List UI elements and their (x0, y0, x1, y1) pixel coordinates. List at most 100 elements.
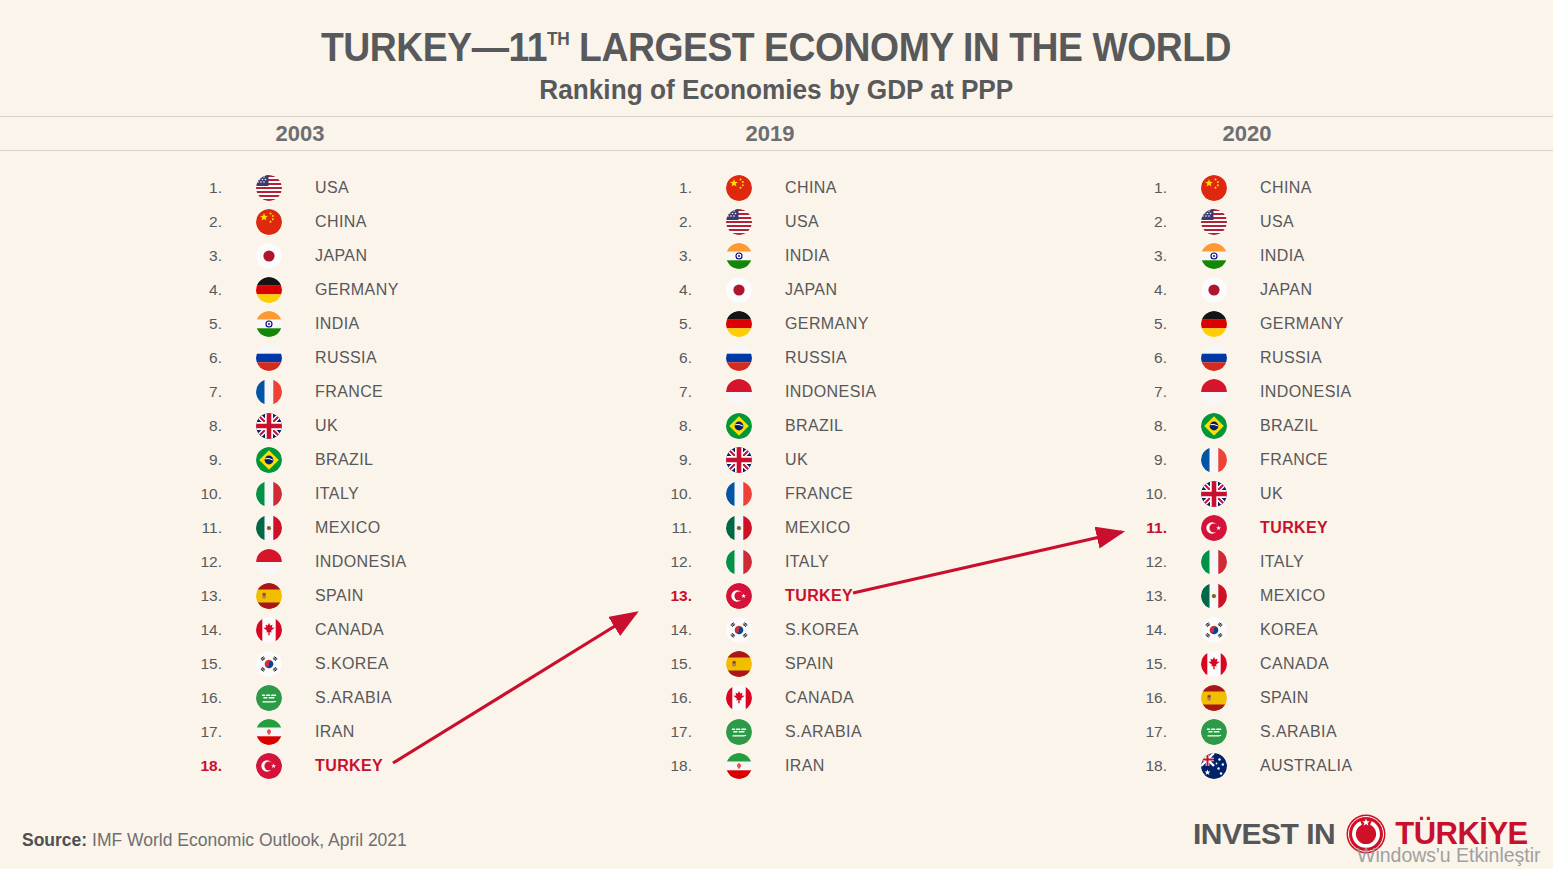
rank-number: 13. (1141, 587, 1167, 605)
ranking-row-japan: 4.JAPAN (1141, 273, 1441, 307)
ranking-row-brazil: 8.BRAZIL (1141, 409, 1441, 443)
rank-number: 7. (666, 383, 692, 401)
flag-germany-icon (256, 277, 282, 303)
ranking-row-uk: 10.UK (1141, 477, 1441, 511)
ranking-row-spain: 15.SPAIN (666, 647, 966, 681)
rank-number: 5. (196, 315, 222, 333)
flag-japan-icon (726, 277, 752, 303)
country-label: JAPAN (1260, 281, 1312, 299)
flag-germany-icon (1201, 311, 1227, 337)
flag-brazil-icon (726, 413, 752, 439)
country-label: TURKEY (1260, 519, 1328, 537)
rank-number: 6. (666, 349, 692, 367)
flag-saudi-icon (1201, 719, 1227, 745)
flag-indonesia-icon (726, 379, 752, 405)
ranking-row-uk: 8.UK (196, 409, 496, 443)
flag-japan-icon (256, 243, 282, 269)
rank-number: 2. (196, 213, 222, 231)
flag-brazil-icon (256, 447, 282, 473)
rank-number: 3. (666, 247, 692, 265)
ranking-row-skorea: 14.S.KOREA (666, 613, 966, 647)
flag-uk-icon (256, 413, 282, 439)
source-note: Source: IMF World Economic Outlook, Apri… (22, 830, 407, 851)
country-label: GERMANY (785, 315, 869, 333)
flag-iran-icon (256, 719, 282, 745)
rank-number: 18. (1141, 757, 1167, 775)
country-label: ITALY (1260, 553, 1304, 571)
header-divider-bottom (0, 150, 1553, 151)
flag-australia-icon (1201, 753, 1227, 779)
country-label: SPAIN (315, 587, 364, 605)
activate-windows-watermark: Windows'u Etkinleştir (1357, 844, 1541, 867)
rank-number: 1. (1141, 179, 1167, 197)
ranking-row-india: 5.INDIA (196, 307, 496, 341)
country-label: SPAIN (1260, 689, 1309, 707)
flag-mexico-icon (256, 515, 282, 541)
flag-canada-icon (1201, 651, 1227, 677)
flag-indonesia-icon (256, 549, 282, 575)
rank-number: 15. (1141, 655, 1167, 673)
flag-china-icon (1201, 175, 1227, 201)
flag-france-icon (256, 379, 282, 405)
rank-number: 16. (1141, 689, 1167, 707)
ranking-row-iran: 18.IRAN (666, 749, 966, 783)
ranking-row-spain: 13.SPAIN (196, 579, 496, 613)
flag-uk-icon (726, 447, 752, 473)
ranking-row-sarabia: 17.S.ARABIA (666, 715, 966, 749)
flag-usa-icon (256, 175, 282, 201)
rank-number: 17. (1141, 723, 1167, 741)
flag-canada-icon (256, 617, 282, 643)
ranking-row-usa: 2.USA (1141, 205, 1441, 239)
country-label: CANADA (785, 689, 854, 707)
title-superscript: TH (548, 28, 570, 49)
flag-indonesia-icon (1201, 379, 1227, 405)
rank-number: 13. (666, 587, 692, 605)
country-label: S.ARABIA (785, 723, 862, 741)
country-label: JAPAN (785, 281, 837, 299)
ranking-row-indonesia: 7.INDONESIA (1141, 375, 1441, 409)
flag-mexico-icon (726, 515, 752, 541)
ranking-row-russia: 6.RUSSIA (196, 341, 496, 375)
country-label: SPAIN (785, 655, 834, 673)
flag-italy-icon (1201, 549, 1227, 575)
country-label: CANADA (315, 621, 384, 639)
country-label: INDONESIA (785, 383, 877, 401)
ranking-row-france: 9.FRANCE (1141, 443, 1441, 477)
rank-number: 11. (1141, 519, 1167, 537)
ranking-row-spain: 16. SPAIN (1141, 681, 1441, 715)
ranking-row-italy: 10. ITALY (196, 477, 496, 511)
rank-number: 5. (666, 315, 692, 333)
rank-number: 10. (196, 485, 222, 503)
rank-number: 17. (196, 723, 222, 741)
ranking-column-2003: 1.USA2.CHINA3.JAPAN4.GERMANY5.INDIA6.RUS… (196, 171, 496, 783)
flag-germany-icon (726, 311, 752, 337)
country-label: CHINA (785, 179, 837, 197)
page-subtitle: Ranking of Economies by GDP at PPP (0, 75, 1553, 106)
ranking-column-2019: 1.CHINA2.USA3.INDIA4.JAPAN5.GERMANY6.RUS… (666, 171, 966, 783)
rank-number: 14. (666, 621, 692, 639)
rank-number: 11. (666, 519, 692, 537)
rank-number: 10. (666, 485, 692, 503)
country-label: INDIA (1260, 247, 1305, 265)
country-label: IRAN (315, 723, 355, 741)
rank-number: 12. (666, 553, 692, 571)
country-label: FRANCE (315, 383, 383, 401)
country-label: ITALY (315, 485, 359, 503)
year-header-2003: 2003 (200, 118, 400, 150)
country-label: KOREA (1260, 621, 1318, 639)
invest-in-label: INVEST IN (1193, 817, 1335, 851)
country-label: BRAZIL (785, 417, 843, 435)
ranking-row-japan: 4.JAPAN (666, 273, 966, 307)
rank-number: 8. (1141, 417, 1167, 435)
ranking-row-canada: 14.CANADA (196, 613, 496, 647)
rank-number: 15. (196, 655, 222, 673)
country-label: AUSTRALIA (1260, 757, 1353, 775)
country-label: GERMANY (315, 281, 399, 299)
ranking-row-uk: 9.UK (666, 443, 966, 477)
ranking-row-turkey: 13.TURKEY (666, 579, 966, 613)
country-label: INDONESIA (1260, 383, 1352, 401)
rank-number: 1. (666, 179, 692, 197)
flag-france-icon (726, 481, 752, 507)
flag-uk-icon (1201, 481, 1227, 507)
country-label: ITALY (785, 553, 829, 571)
